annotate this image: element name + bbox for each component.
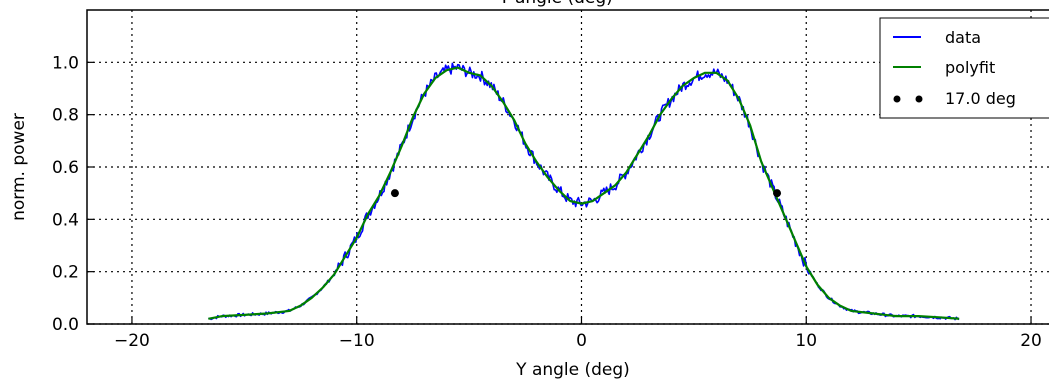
x-tick-label: 10 <box>795 331 817 351</box>
x-axis-label: Y angle (deg) <box>515 360 630 380</box>
y-axis-label: norm. power <box>9 113 29 221</box>
y-tick-label: 0.0 <box>52 315 79 335</box>
y-tick-label: 0.4 <box>52 210 79 230</box>
marker-point <box>390 189 399 198</box>
x-tick-label: −20 <box>114 331 150 351</box>
legend-data-label: data <box>945 28 981 47</box>
ticks: −20 −10 0 10 20 0.0 0.2 0.4 0.6 0.8 1.0 <box>52 53 1042 351</box>
marker-point <box>773 189 782 198</box>
series-layer <box>208 62 960 321</box>
legend-polyfit-label: polyfit <box>945 58 995 77</box>
chart-title: Y angle (deg) <box>498 0 613 8</box>
y-tick-label: 0.2 <box>52 263 79 283</box>
y-tick-label: 1.0 <box>52 53 79 73</box>
y-tick-label: 0.6 <box>52 158 79 178</box>
legend-marker-dot-1 <box>893 95 901 103</box>
legend: data polyfit 17.0 deg <box>879 17 1049 119</box>
series-line-polyfit <box>208 66 960 320</box>
legend-marker-dot-2 <box>915 95 923 103</box>
x-tick-label: 20 <box>1020 331 1042 351</box>
y-tick-label: 0.8 <box>52 106 79 126</box>
x-tick-label: 0 <box>576 331 587 351</box>
x-tick-label: −10 <box>339 331 375 351</box>
marker-layer <box>390 189 782 198</box>
legend-marker-label: 17.0 deg <box>945 89 1016 108</box>
series-line-data <box>208 62 960 321</box>
